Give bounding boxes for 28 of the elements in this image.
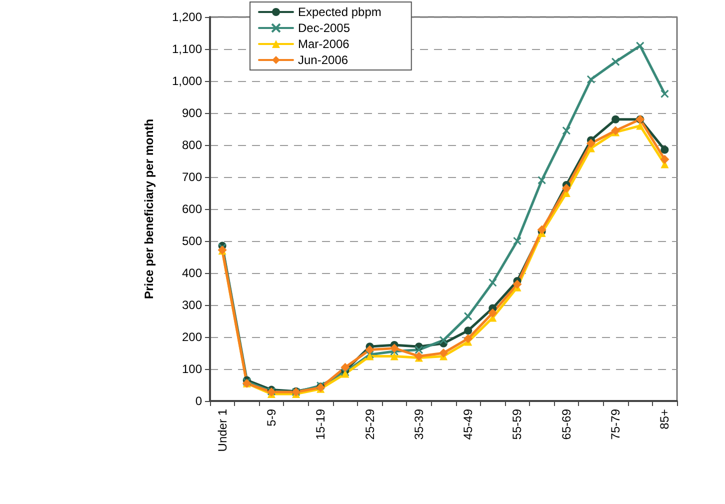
y-tick-label: 100	[182, 362, 202, 376]
legend-label: Expected pbpm	[298, 5, 382, 19]
x-tick-label: 15-19	[314, 408, 328, 440]
y-tick-label: 300	[182, 298, 202, 312]
y-tick-label: 200	[182, 330, 202, 344]
y-axis-title: Price per beneficiary per month	[142, 118, 156, 300]
y-tick-label: 800	[182, 138, 202, 152]
legend-label: Jun-2006	[298, 53, 348, 67]
x-tick-label: Under 1	[215, 408, 230, 452]
y-tick-label: 500	[182, 234, 202, 248]
y-tick-label: 0	[195, 394, 202, 408]
y-tick-label: 400	[182, 266, 202, 280]
y-tick-label: 1,100	[172, 42, 202, 56]
x-tick-label: 5-9	[264, 408, 278, 426]
y-tick-label: 700	[182, 170, 202, 184]
x-tick-label: 35-39	[412, 408, 426, 440]
y-tick-label: 600	[182, 202, 202, 216]
y-tick-label: 900	[182, 106, 202, 120]
x-tick-label: 55-59	[510, 408, 524, 440]
y-tick-label: 1,200	[172, 10, 202, 24]
legend-label: Mar-2006	[298, 37, 350, 51]
x-tick-label: 75-79	[608, 408, 623, 440]
legend-label: Dec-2005	[298, 21, 350, 35]
x-tick-label: 25-29	[362, 408, 377, 440]
x-tick-label: 45-49	[461, 408, 476, 440]
y-tick-label: 1,000	[172, 74, 202, 88]
x-tick-label: 85+	[658, 409, 672, 430]
x-tick-label: 65-69	[559, 408, 574, 440]
